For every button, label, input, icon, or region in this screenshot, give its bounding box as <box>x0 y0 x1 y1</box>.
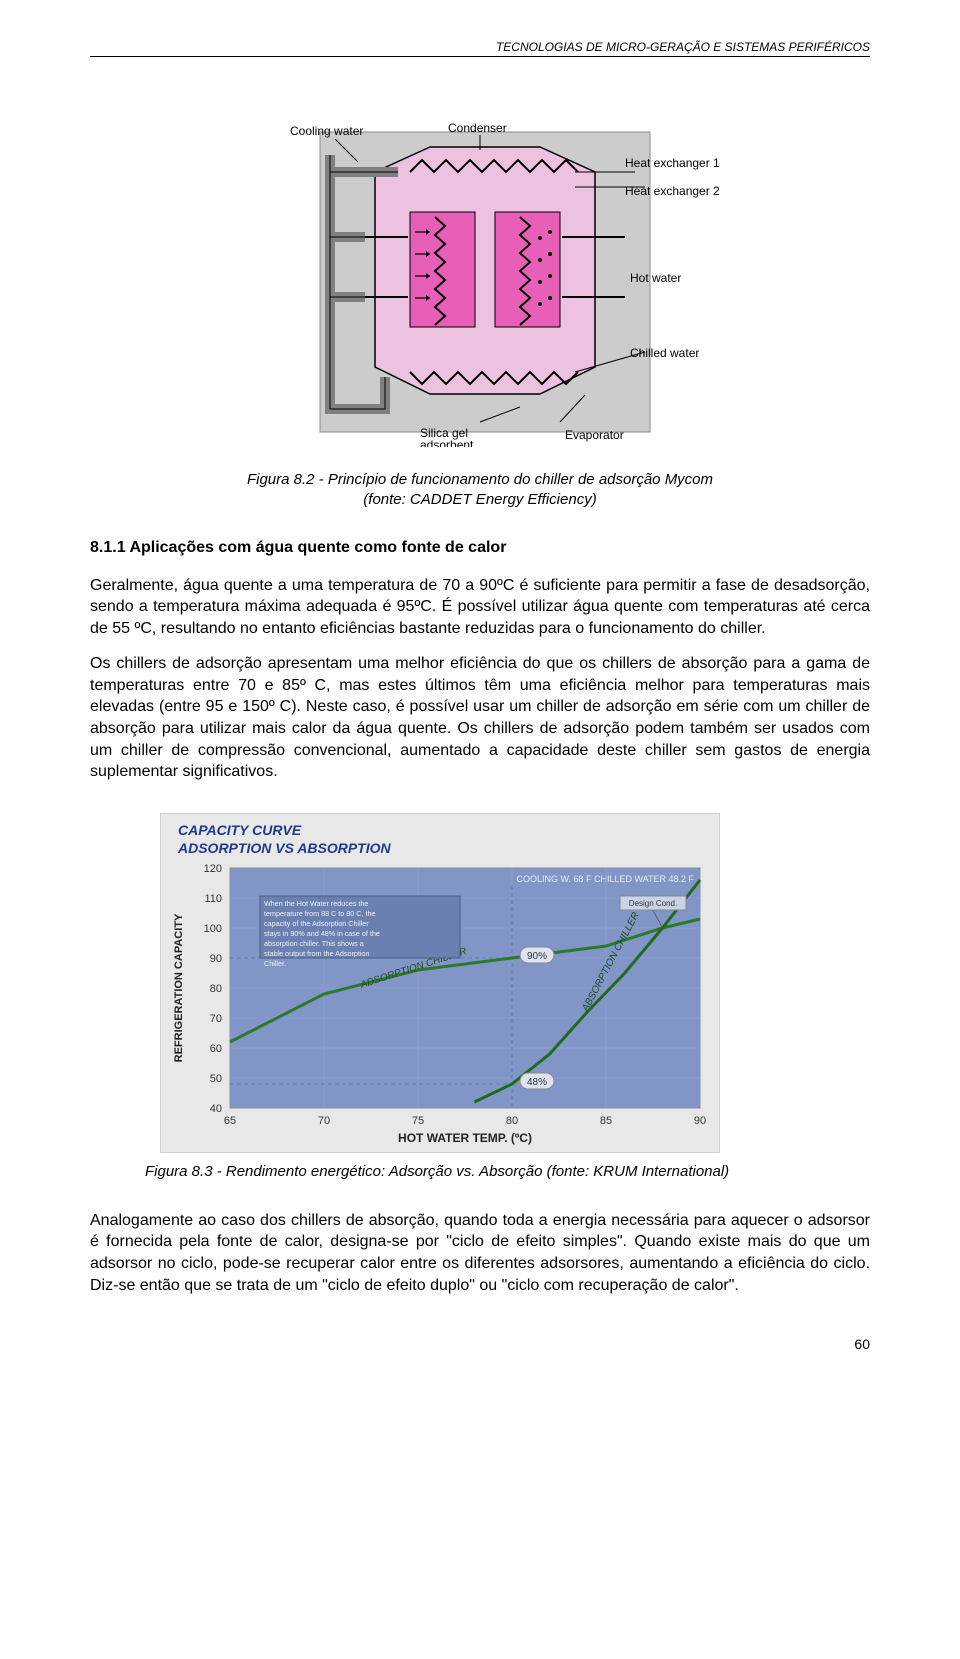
svg-text:Design Cond.: Design Cond. <box>629 899 677 908</box>
svg-text:COOLING W. 68 F CHILLED WAT: COOLING W. 68 F CHILLED WATER 48.2 F <box>516 874 694 884</box>
svg-text:80: 80 <box>506 1115 518 1127</box>
svg-text:stays in 90% and 48% in case o: stays in 90% and 48% in case of the <box>264 929 380 938</box>
section-heading: 8.1.1 Aplicações com água quente como fo… <box>90 539 870 557</box>
paragraph-3: Analogamente ao caso dos chillers de abs… <box>90 1210 870 1296</box>
svg-text:65: 65 <box>224 1115 236 1127</box>
running-header: TECNOLOGIAS DE MICRO-GERAÇÃO E SISTEMAS … <box>90 40 870 57</box>
svg-text:Hot water: Hot water <box>630 271 681 285</box>
capacity-curve-chart: CAPACITY CURVE ADSORPTION VS ABSORPTION CO… <box>160 813 720 1153</box>
svg-text:When the Hot Water reduces the: When the Hot Water reduces the <box>264 899 368 908</box>
svg-text:90: 90 <box>694 1115 706 1127</box>
figure-8-2-caption: Figura 8.2 - Princípio de funcionamento … <box>90 470 870 511</box>
svg-text:70: 70 <box>318 1115 330 1127</box>
svg-text:80: 80 <box>210 983 222 995</box>
svg-text:40: 40 <box>210 1103 222 1115</box>
svg-text:90%: 90% <box>527 951 547 962</box>
svg-text:120: 120 <box>204 863 222 875</box>
svg-text:85: 85 <box>600 1115 612 1127</box>
svg-text:absorption chiller. This shows: absorption chiller. This shows a <box>264 939 364 948</box>
paragraph-2: Os chillers de adsorção apresentam uma m… <box>90 653 870 783</box>
paragraph-1: Geralmente, água quente a uma temperatur… <box>90 575 870 640</box>
svg-text:adsorbent: adsorbent <box>420 438 474 447</box>
svg-text:Heat exchanger 1: Heat exchanger 1 <box>625 156 720 170</box>
svg-text:50: 50 <box>210 1073 222 1085</box>
page-number: 60 <box>90 1336 870 1352</box>
page: TECNOLOGIAS DE MICRO-GERAÇÃO E SISTEMAS … <box>0 0 960 1402</box>
caption-line2: (fonte: CADDET Energy Efficiency) <box>363 491 596 508</box>
svg-text:Chilled water: Chilled water <box>630 346 699 360</box>
svg-text:temperature from 88 C to 80 C,: temperature from 88 C to 80 C, the <box>264 909 375 918</box>
figure-8-3-caption: Figura 8.3 - Rendimento energético: Adso… <box>145 1163 870 1180</box>
svg-text:capacity of the Adsorption Chi: capacity of the Adsorption Chiller <box>264 919 369 928</box>
svg-text:110: 110 <box>204 893 222 905</box>
svg-text:90: 90 <box>210 953 222 965</box>
svg-text:Heat exchanger 2: Heat exchanger 2 <box>625 184 720 198</box>
svg-text:70: 70 <box>210 1013 222 1025</box>
svg-text:75: 75 <box>412 1115 424 1127</box>
svg-text:Evaporator: Evaporator <box>565 428 624 442</box>
figure-8-2: Cooling water Condenser Heat exchanger 1 He… <box>90 117 870 452</box>
svg-text:REFRIGERATION CAPACITY: REFRIGERATION CAPACITY <box>173 913 185 1062</box>
svg-text:CAPACITY CURVE: CAPACITY CURVE <box>178 822 302 838</box>
svg-text:100: 100 <box>204 923 222 935</box>
svg-text:ADSORPTION VS ABSORPTION: ADSORPTION VS ABSORPTION <box>177 840 392 856</box>
svg-text:Condenser: Condenser <box>448 121 507 135</box>
svg-text:60: 60 <box>210 1043 222 1055</box>
svg-text:48%: 48% <box>527 1077 547 1088</box>
svg-text:Chiller.: Chiller. <box>264 959 286 968</box>
figure-8-3: CAPACITY CURVE ADSORPTION VS ABSORPTION CO… <box>160 813 870 1153</box>
svg-text:HOT WATER TEMP. (ºC): HOT WATER TEMP. (ºC) <box>398 1131 532 1145</box>
chiller-diagram: Cooling water Condenser Heat exchanger 1 He… <box>230 117 730 447</box>
caption-line1: Figura 8.2 - Princípio de funcionamento … <box>247 471 713 488</box>
svg-text:Cooling water: Cooling water <box>290 124 363 138</box>
svg-text:stable output from the Adsorpt: stable output from the Adsorption <box>264 949 369 958</box>
